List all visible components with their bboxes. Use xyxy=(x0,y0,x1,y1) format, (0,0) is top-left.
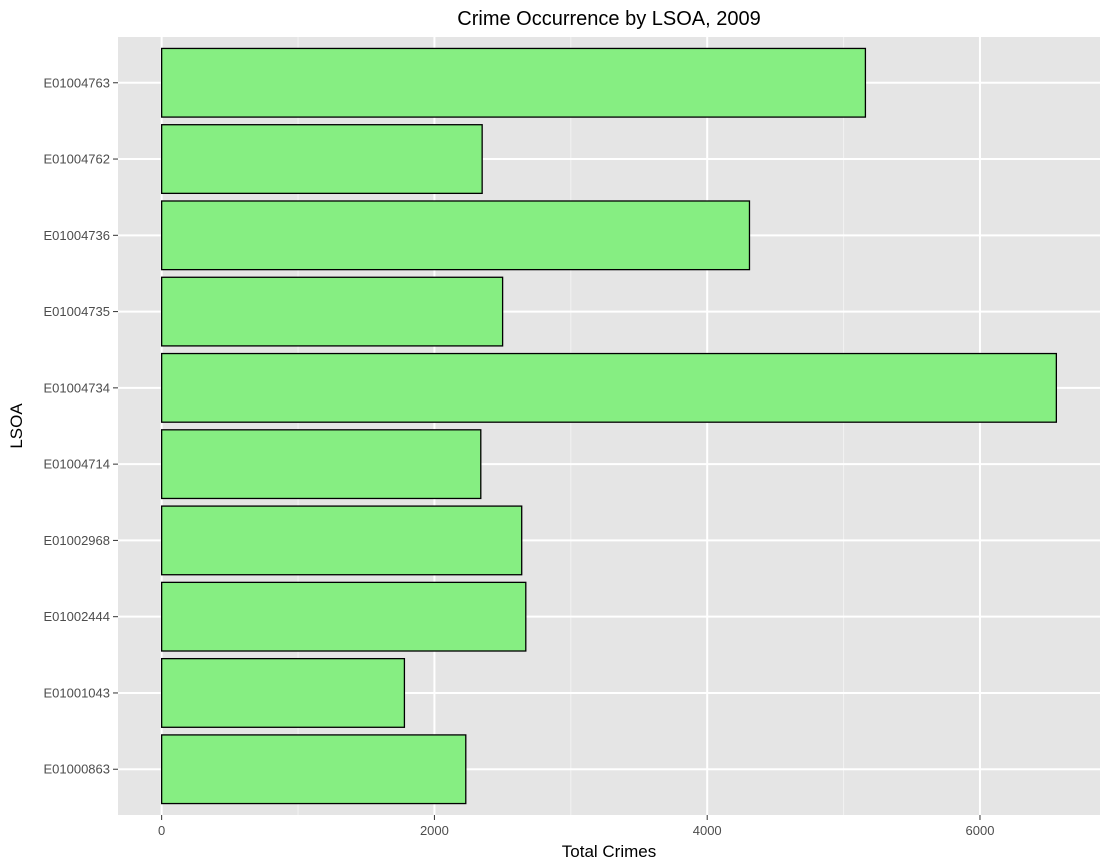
x-tick-label: 2000 xyxy=(420,823,449,838)
bar-E01004735 xyxy=(160,276,504,347)
bar-E01000863 xyxy=(160,734,467,805)
bar-E01004714 xyxy=(160,429,482,500)
bar-E01004762 xyxy=(160,124,483,195)
y-tick-label: E01001043 xyxy=(43,685,110,700)
bar-E01001043 xyxy=(160,657,406,728)
y-tick-label: E01004735 xyxy=(43,304,110,319)
y-tick-label: E01004763 xyxy=(43,75,110,90)
x-tick-label: 4000 xyxy=(693,823,722,838)
bar-E01002968 xyxy=(160,505,523,576)
y-tick-label: E01000863 xyxy=(43,762,110,777)
x-tick-label: 0 xyxy=(158,823,165,838)
bar-E01004736 xyxy=(160,200,751,271)
x-tick-label: 6000 xyxy=(966,823,995,838)
x-axis-title: Total Crimes xyxy=(562,842,656,861)
chart-title: Crime Occurrence by LSOA, 2009 xyxy=(457,8,760,30)
y-tick-label: E01004736 xyxy=(43,228,110,243)
bar-E01004763 xyxy=(160,47,867,118)
y-tick-label: E01002968 xyxy=(43,533,110,548)
y-axis-title: LSOA xyxy=(7,403,26,449)
y-tick-label: E01004734 xyxy=(43,380,110,395)
x-axis-ticks: 0 2000 4000 6000 xyxy=(158,815,994,838)
y-tick-label: E01004714 xyxy=(43,457,110,472)
bar-E01004734 xyxy=(160,352,1058,423)
bars-group xyxy=(160,47,1058,805)
y-tick-label: E01004762 xyxy=(43,152,110,167)
y-tick-label: E01002444 xyxy=(43,609,110,624)
y-axis-ticks: E01000863 E01001043 E01002444 E01002968 E010… xyxy=(43,75,118,777)
bar-E01002444 xyxy=(160,581,527,652)
